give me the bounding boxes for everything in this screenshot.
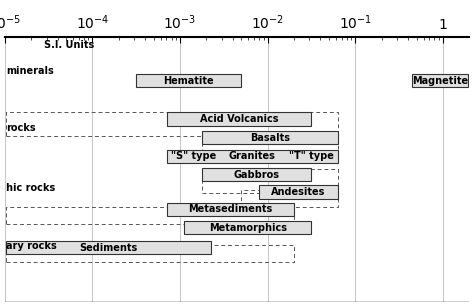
Text: Granites: Granites — [229, 151, 276, 161]
Bar — [7, 207, 294, 224]
Bar — [184, 221, 311, 234]
Bar — [7, 245, 294, 262]
Text: Acid Volcanics: Acid Volcanics — [200, 114, 278, 124]
Text: Magnetite: Magnetite — [412, 76, 468, 86]
Bar — [241, 190, 338, 207]
Text: minerals: minerals — [7, 67, 54, 76]
Text: S.I. Units: S.I. Units — [44, 40, 94, 51]
Text: Andesites: Andesites — [271, 187, 326, 197]
Text: Hematite: Hematite — [164, 76, 214, 86]
Bar — [7, 112, 338, 136]
Bar — [202, 168, 311, 181]
Text: ary rocks: ary rocks — [7, 241, 57, 251]
Text: Basalts: Basalts — [250, 133, 290, 143]
Bar — [202, 131, 338, 144]
Bar — [7, 241, 211, 254]
Bar — [136, 74, 241, 87]
Text: rocks: rocks — [7, 123, 36, 133]
Bar — [167, 149, 338, 163]
Text: hic rocks: hic rocks — [7, 183, 56, 193]
Bar — [202, 169, 338, 193]
Bar — [412, 74, 467, 87]
Text: "S" type: "S" type — [171, 151, 217, 161]
Bar — [202, 132, 338, 156]
Text: Sediments: Sediments — [80, 242, 138, 253]
Bar — [259, 185, 338, 199]
Text: "T" type: "T" type — [289, 151, 333, 161]
Bar — [167, 203, 294, 216]
Text: Metamorphics: Metamorphics — [209, 223, 287, 233]
Text: Gabbros: Gabbros — [234, 170, 280, 180]
Bar — [167, 112, 311, 126]
Text: Metasediments: Metasediments — [188, 204, 273, 214]
